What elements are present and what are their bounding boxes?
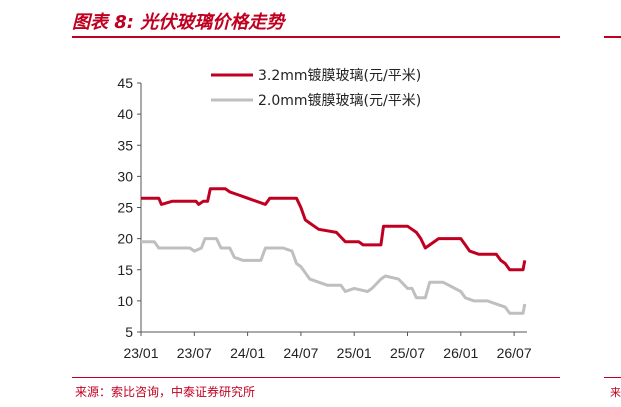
chart-legend: 3.2mm镀膜玻璃(元/平米) 2.0mm镀膜玻璃(元/平米) [211,67,421,109]
footer-rule-right [604,377,621,378]
chart-axes: 5 10 15 20 25 30 35 40 45 23/01 23/07 24/01 24/07 25/… [117,75,531,361]
y-tick-label: 40 [117,106,133,122]
y-tick-label: 5 [125,324,133,340]
y-tick-label: 45 [117,75,133,91]
x-tick-label: 26/01 [443,345,478,361]
x-tick-label: 26/07 [497,345,532,361]
y-tick-label: 35 [117,137,133,153]
title-rule [72,36,560,38]
footer-rule [72,377,560,378]
x-tick-label: 24/07 [283,345,318,361]
series-line-1 [141,237,527,315]
right-column-fragment: 来 [610,387,621,399]
y-tick-label: 25 [117,200,133,216]
chart-series [141,187,527,315]
y-tick-label: 20 [117,231,133,247]
x-tick-label: 23/01 [123,345,158,361]
legend-label-0: 3.2mm镀膜玻璃(元/平米) [258,67,421,84]
y-tick-label: 10 [117,293,133,309]
figure-title: 图表 8: 光伏玻璃价格走势 [72,12,285,33]
legend-label-1: 2.0mm镀膜玻璃(元/平米) [258,92,421,109]
source-note: 来源：索比咨询，中泰证券研究所 [75,385,256,399]
y-tick-label: 30 [117,168,133,184]
y-tick-label: 15 [117,262,133,278]
series-line-0 [141,187,527,272]
x-tick-label: 25/01 [337,345,372,361]
x-tick-label: 24/01 [230,345,265,361]
title-rule-right [604,36,621,38]
x-tick-label: 23/07 [177,345,212,361]
x-tick-label: 25/07 [390,345,425,361]
